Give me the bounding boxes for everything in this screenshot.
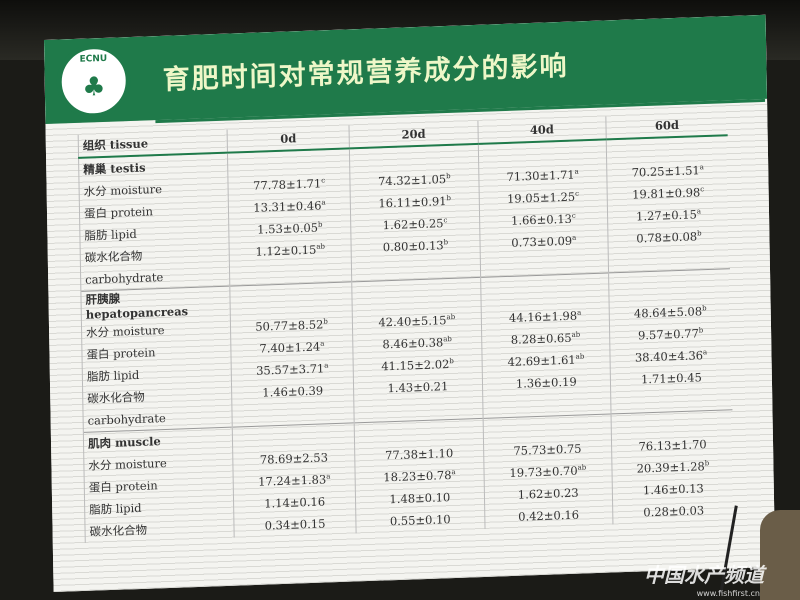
significance-letter: a <box>577 308 582 317</box>
cell-value: 77.78±1.71 <box>252 176 322 193</box>
watermark-logo: 中国水产频道 <box>644 563 764 587</box>
watermark-url: www.fishfirst.cn <box>696 589 760 598</box>
cell-value: 44.16±1.98 <box>508 308 578 325</box>
logo-text: ECNU <box>79 53 108 65</box>
cell-value: 77.38±1.10 <box>384 445 454 463</box>
cell-value: 0.73±0.09 <box>511 233 573 250</box>
significance-letter: a <box>574 167 579 176</box>
table-cell: 0.55±0.10 <box>355 506 485 534</box>
cell-value: 78.69±2.53 <box>259 450 329 467</box>
row-label: 碳水化合物 <box>84 515 235 543</box>
cell-value: 1.46±0.39 <box>262 383 324 400</box>
cell-value: 1.46±0.13 <box>642 481 704 498</box>
significance-letter: b <box>698 326 704 335</box>
cell-value: 75.73±0.75 <box>513 441 582 458</box>
cell-value: 42.69±1.61 <box>507 352 576 370</box>
significance-letter: a <box>320 339 325 348</box>
significance-letter: b <box>443 238 449 247</box>
cell-value: 0.78±0.08 <box>636 229 698 246</box>
significance-letter: a <box>699 163 704 172</box>
cell-value: 0.55±0.10 <box>389 512 451 529</box>
cell-value: 7.40±1.24 <box>259 339 321 356</box>
cell-value: 1.48±0.10 <box>389 490 451 507</box>
cell-value: 19.81±0.98 <box>632 185 701 202</box>
significance-letter: c <box>700 185 705 194</box>
cell-value: 1.36±0.19 <box>515 374 577 391</box>
significance-letter: b <box>697 229 702 238</box>
significance-letter: b <box>446 194 452 203</box>
cell-value: 0.42±0.16 <box>518 507 580 524</box>
cell-value: 38.40±4.36 <box>634 348 704 365</box>
cell-value: 50.77±8.52 <box>255 317 324 334</box>
significance-letter: ab <box>575 352 585 361</box>
cell-value: 8.46±0.38 <box>382 335 444 352</box>
table-cell <box>608 268 731 304</box>
significance-letter: ab <box>316 242 326 251</box>
significance-letter: ab <box>577 463 587 472</box>
significance-letter: b <box>317 220 323 229</box>
cell-value: 1.27±0.15 <box>635 207 698 224</box>
significance-letter: a <box>451 468 456 477</box>
cell-value: 13.31±0.46 <box>253 198 322 215</box>
significance-letter: b <box>701 304 707 313</box>
cell-value: 0.34±0.15 <box>264 516 326 533</box>
cell-value: 0.28±0.03 <box>643 503 705 520</box>
significance-letter: a <box>326 472 331 481</box>
significance-letter: c <box>443 216 448 225</box>
significance-letter: b <box>323 317 328 326</box>
cell-value: 48.64±5.08 <box>633 304 703 321</box>
cell-value: 1.12±0.15 <box>255 242 317 259</box>
significance-letter: a <box>324 361 329 370</box>
cell-value: 1.66±0.13 <box>510 211 573 228</box>
cell-value: 1.71±0.45 <box>640 370 702 387</box>
cell-value: 1.62±0.25 <box>382 216 444 233</box>
cell-value: 19.05±1.25 <box>506 189 576 206</box>
significance-letter: c <box>571 211 576 220</box>
cell-value: 76.13±1.70 <box>638 437 707 454</box>
significance-letter: a <box>696 207 702 216</box>
table-cell <box>480 272 610 308</box>
cell-value: 17.24±1.83 <box>257 472 327 489</box>
significance-letter: ab <box>446 312 456 322</box>
significance-letter: c <box>575 189 580 198</box>
table-cell: 0.28±0.03 <box>612 498 735 525</box>
cell-value: 16.11±0.91 <box>378 194 447 211</box>
cell-value: 9.57±0.77 <box>637 326 699 343</box>
nutrition-table: 组织 tissue 0d 20d 40d 60d 精巢 testis 水分 moistur… <box>78 112 735 543</box>
significance-letter: ab <box>571 330 581 339</box>
cell-value: 42.40±5.15 <box>378 313 447 330</box>
cell-value: 71.30±1.71 <box>506 167 575 184</box>
significance-letter: a <box>702 348 708 357</box>
cell-value: 74.32±1.05 <box>377 172 447 189</box>
cell-value: 19.73±0.70 <box>509 463 578 481</box>
significance-letter: ab <box>443 335 452 344</box>
table-cell: 0.42±0.16 <box>484 502 613 529</box>
significance-letter: b <box>449 357 454 366</box>
cell-value: 1.43±0.21 <box>387 379 449 396</box>
significance-letter: a <box>321 198 326 207</box>
cell-value: 1.62±0.23 <box>517 485 579 502</box>
significance-letter: b <box>446 172 451 181</box>
cell-value: 41.15±2.02 <box>381 357 450 374</box>
table-cell <box>351 277 481 313</box>
cell-value: 70.25±1.51 <box>631 163 700 180</box>
cell-value: 1.14±0.16 <box>264 494 326 511</box>
cell-value: 8.28±0.65 <box>510 330 572 347</box>
significance-letter: a <box>572 233 577 242</box>
cell-value: 18.23±0.78 <box>383 468 452 485</box>
cell-value: 35.57±3.71 <box>256 361 325 378</box>
significance-letter: c <box>321 176 326 185</box>
cell-value: 0.80±0.13 <box>382 238 444 255</box>
speaker <box>760 510 800 600</box>
cell-value: 1.53±0.05 <box>257 220 319 237</box>
tree-icon: ♣ <box>81 71 106 103</box>
table-cell: 0.34±0.15 <box>233 511 357 538</box>
cell-value: 20.39±1.28 <box>636 459 705 476</box>
table-cell <box>229 281 353 317</box>
significance-letter: b <box>704 459 710 468</box>
presentation-slide: 育肥时间对常规营养成分的影响 ECNU ♣ 组织 tissue 0d 20d 40d 6… <box>44 14 776 593</box>
